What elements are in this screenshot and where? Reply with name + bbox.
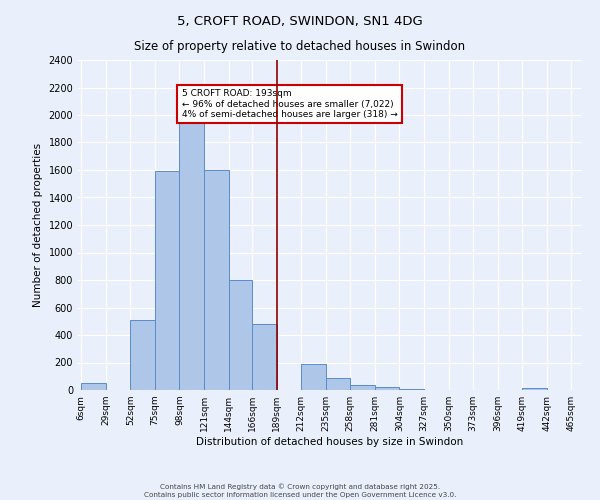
Bar — [179, 122, 204, 390]
Text: Size of property relative to detached houses in Swindon: Size of property relative to detached ho… — [134, 40, 466, 53]
Bar — [130, 320, 155, 390]
Bar — [301, 364, 326, 390]
Text: 5 CROFT ROAD: 193sqm
← 96% of detached houses are smaller (7,022)
4% of semi-det: 5 CROFT ROAD: 193sqm ← 96% of detached h… — [182, 89, 397, 119]
Bar — [229, 280, 252, 390]
Bar — [350, 385, 375, 390]
Text: 5, CROFT ROAD, SWINDON, SN1 4DG: 5, CROFT ROAD, SWINDON, SN1 4DG — [177, 15, 423, 28]
Bar — [375, 386, 400, 390]
Bar — [400, 388, 424, 390]
X-axis label: Distribution of detached houses by size in Swindon: Distribution of detached houses by size … — [196, 437, 464, 447]
Bar — [81, 383, 106, 390]
Text: Contains HM Land Registry data © Crown copyright and database right 2025.
Contai: Contains HM Land Registry data © Crown c… — [144, 484, 456, 498]
Bar — [155, 172, 179, 390]
Bar — [522, 388, 547, 390]
Bar — [326, 378, 350, 390]
Bar — [204, 170, 229, 390]
Bar — [252, 324, 277, 390]
Y-axis label: Number of detached properties: Number of detached properties — [33, 143, 43, 307]
